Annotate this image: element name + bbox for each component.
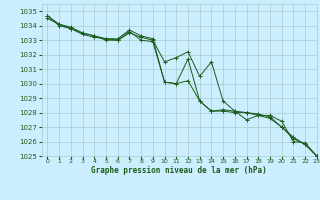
X-axis label: Graphe pression niveau de la mer (hPa): Graphe pression niveau de la mer (hPa) [91, 166, 267, 175]
